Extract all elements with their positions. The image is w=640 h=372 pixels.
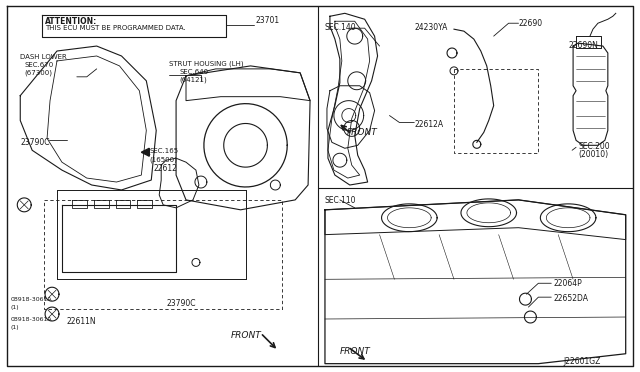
- Text: 23701: 23701: [255, 16, 280, 25]
- Text: (20010): (20010): [578, 150, 608, 159]
- Text: 22612A: 22612A: [414, 121, 444, 129]
- Text: 08918-3061A: 08918-3061A: [10, 297, 52, 302]
- Text: 22064P: 22064P: [553, 279, 582, 288]
- Text: (1): (1): [10, 325, 19, 330]
- Text: (16500): (16500): [149, 156, 177, 163]
- Text: 24230YA: 24230YA: [414, 23, 447, 32]
- Text: (1): (1): [10, 305, 19, 310]
- Text: ATTENTION:: ATTENTION:: [45, 17, 97, 26]
- Text: 22690N: 22690N: [568, 41, 598, 50]
- Text: 22652DA: 22652DA: [553, 294, 588, 303]
- Text: FRONT: FRONT: [230, 331, 261, 340]
- Text: SEC.140: SEC.140: [325, 23, 356, 32]
- Text: (64121): (64121): [179, 77, 207, 83]
- Text: STRUT HOUSING (LH): STRUT HOUSING (LH): [169, 61, 244, 67]
- Text: THIS ECU MUST BE PROGRAMMED DATA.: THIS ECU MUST BE PROGRAMMED DATA.: [45, 25, 186, 31]
- Text: FRONT: FRONT: [340, 347, 371, 356]
- Polygon shape: [141, 148, 149, 156]
- Text: SEC.640: SEC.640: [179, 69, 208, 75]
- Text: 23790C: 23790C: [166, 299, 196, 308]
- Text: 22690: 22690: [518, 19, 543, 28]
- Text: (67300): (67300): [24, 70, 52, 76]
- Text: DASH LOWER: DASH LOWER: [20, 54, 67, 60]
- Text: J22601GZ: J22601GZ: [563, 357, 600, 366]
- Text: SEC.165: SEC.165: [149, 148, 179, 154]
- Text: 22611N: 22611N: [67, 317, 97, 326]
- Text: SEC.110: SEC.110: [325, 196, 356, 205]
- Text: 22612: 22612: [153, 164, 177, 173]
- Text: SEC.670: SEC.670: [24, 62, 54, 68]
- Text: FRONT: FRONT: [347, 128, 378, 137]
- Text: 08918-3061A: 08918-3061A: [10, 317, 52, 322]
- Text: 23790C: 23790C: [20, 138, 50, 147]
- Text: SEC.200: SEC.200: [578, 142, 610, 151]
